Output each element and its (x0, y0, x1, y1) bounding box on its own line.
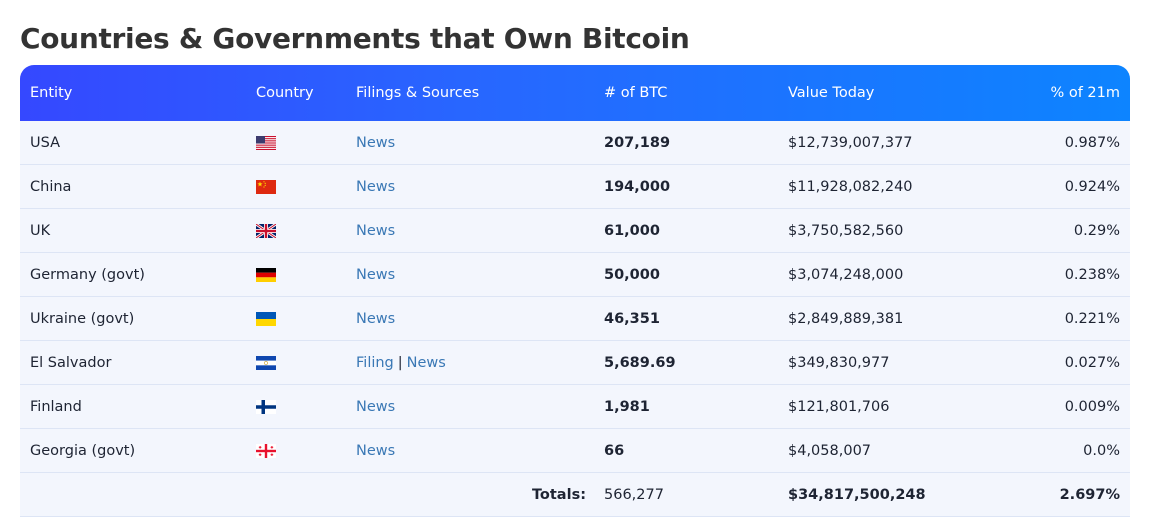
header-pct[interactable]: % of 21m (1050, 85, 1120, 101)
btc-amount: 50,000 (604, 266, 660, 283)
totals-btc: 566,277 (604, 486, 664, 503)
pct-of-supply: 0.027% (1064, 354, 1120, 371)
value-today: $2,849,889,381 (788, 310, 904, 327)
pct-of-supply: 0.009% (1064, 398, 1120, 415)
country-cell (246, 311, 346, 326)
country-cell (246, 443, 346, 458)
btc-amount: 207,189 (604, 134, 671, 151)
page-title: Countries & Governments that Own Bitcoin (20, 22, 690, 55)
btc-amount: 61,000 (604, 222, 660, 239)
filing-link[interactable]: Filing (356, 354, 394, 371)
news-link[interactable]: News (356, 398, 396, 415)
china-flag-icon (256, 179, 276, 194)
table-row: Georgia (govt) News 66 $4,058,007 0.0% (20, 429, 1130, 473)
link-separator: | (397, 354, 403, 371)
btc-amount: 66 (604, 442, 625, 459)
filings-cell: News (346, 223, 594, 239)
pct-of-supply: 0.987% (1064, 134, 1120, 151)
btc-amount: 1,981 (604, 398, 650, 415)
bitcoin-holdings-table: Entity Country Filings & Sources # of BT… (20, 65, 1130, 517)
totals-value: $34,817,500,248 (788, 486, 926, 503)
georgia-flag-icon (256, 443, 276, 458)
filings-cell: News (346, 179, 594, 195)
table-row: China News 194,000 $11,928,082,240 0.924… (20, 165, 1130, 209)
totals-label: Totals: (531, 486, 586, 503)
country-cell (246, 179, 346, 194)
filings-cell: News (346, 443, 594, 459)
value-today: $4,058,007 (788, 442, 872, 459)
country-cell (246, 223, 346, 238)
news-link[interactable]: News (356, 222, 396, 239)
entity-name: UK (30, 222, 51, 239)
entity-name: Germany (govt) (30, 266, 145, 283)
entity-name: USA (30, 134, 61, 151)
pct-of-supply: 0.0% (1083, 442, 1120, 459)
filings-cell: Filing | News (346, 355, 594, 371)
value-today: $349,830,977 (788, 354, 890, 371)
entity-name: China (30, 178, 72, 195)
header-filings[interactable]: Filings & Sources (356, 85, 480, 101)
pct-of-supply: 0.221% (1064, 310, 1120, 327)
entity-name: El Salvador (30, 354, 112, 371)
el-salvador-flag-icon (256, 355, 276, 370)
pct-of-supply: 0.29% (1073, 222, 1120, 239)
entity-name: Finland (30, 398, 82, 415)
table-row: El Salvador Filing | News 5,689.69 $349,83… (20, 341, 1130, 385)
filings-cell: News (346, 267, 594, 283)
table-row: Germany (govt) News 50,000 $3,074,248,00… (20, 253, 1130, 297)
value-today: $12,739,007,377 (788, 134, 913, 151)
country-cell (246, 135, 346, 150)
uk-flag-icon (256, 223, 276, 238)
news-link[interactable]: News (406, 354, 446, 371)
table-row: Ukraine (govt) News 46,351 $2,849,889,38… (20, 297, 1130, 341)
entity-name: Georgia (govt) (30, 442, 136, 459)
table-row: Finland News 1,981 $121,801,706 0.009% (20, 385, 1130, 429)
country-cell (246, 355, 346, 370)
header-btc[interactable]: # of BTC (604, 85, 668, 101)
filings-cell: News (346, 135, 594, 151)
totals-pct: 2.697% (1059, 486, 1120, 503)
value-today: $3,750,582,560 (788, 222, 904, 239)
news-link[interactable]: News (356, 310, 396, 327)
btc-amount: 194,000 (604, 178, 671, 195)
news-link[interactable]: News (356, 266, 396, 283)
header-entity[interactable]: Entity (30, 85, 73, 101)
country-cell (246, 267, 346, 282)
btc-amount: 46,351 (604, 310, 660, 327)
us-flag-icon (256, 135, 276, 150)
pct-of-supply: 0.238% (1064, 266, 1120, 283)
country-cell (246, 399, 346, 414)
news-link[interactable]: News (356, 442, 396, 459)
filings-cell: News (346, 399, 594, 415)
table-header: Entity Country Filings & Sources # of BT… (20, 65, 1130, 121)
filings-cell: News (346, 311, 594, 327)
table-row: USA News 207,189 $12,739,007,377 0.987% (20, 121, 1130, 165)
news-link[interactable]: News (356, 134, 396, 151)
table-row: UK News 61,000 $3,750,582,560 0.29% (20, 209, 1130, 253)
header-value[interactable]: Value Today (788, 85, 875, 101)
entity-name: Ukraine (govt) (30, 310, 135, 327)
pct-of-supply: 0.924% (1064, 178, 1120, 195)
btc-amount: 5,689.69 (604, 354, 676, 371)
finland-flag-icon (256, 399, 276, 414)
germany-flag-icon (256, 267, 276, 282)
news-link[interactable]: News (356, 178, 396, 195)
ukraine-flag-icon (256, 311, 276, 326)
value-today: $121,801,706 (788, 398, 890, 415)
value-today: $3,074,248,000 (788, 266, 904, 283)
totals-row: Totals: 566,277 $34,817,500,248 2.697% (20, 473, 1130, 517)
header-country[interactable]: Country (256, 85, 314, 101)
value-today: $11,928,082,240 (788, 178, 913, 195)
